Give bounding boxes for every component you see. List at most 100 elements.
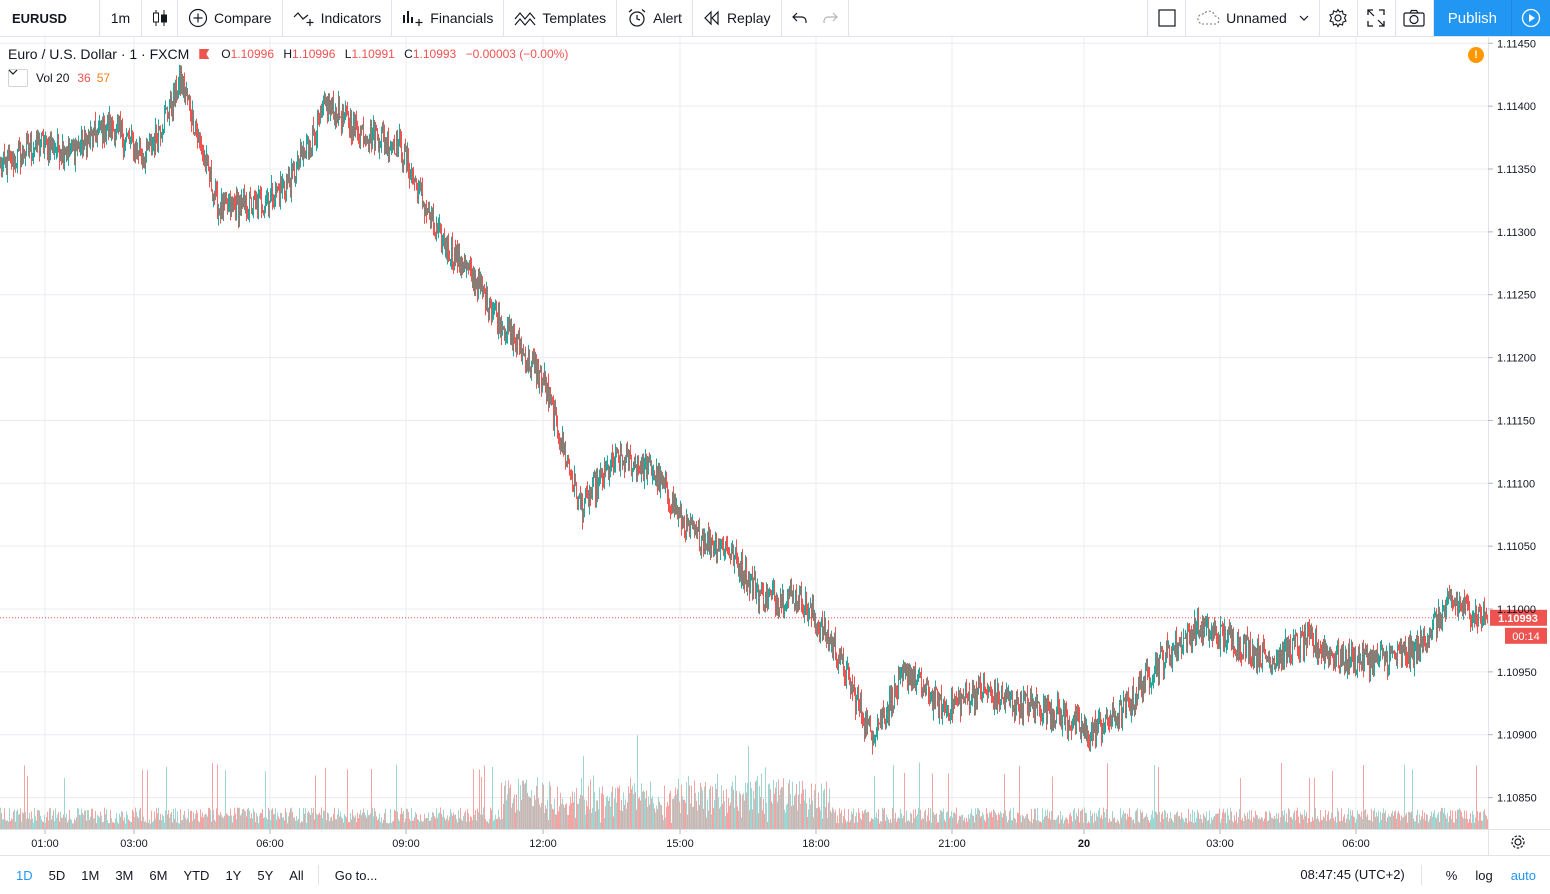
timezone-clock[interactable]: 08:47:45 (UTC+2) bbox=[1284, 865, 1422, 885]
snapshot-button[interactable] bbox=[1396, 0, 1434, 36]
layout-toggle-button[interactable] bbox=[1148, 0, 1187, 36]
time-tick-label: 06:00 bbox=[256, 838, 284, 850]
volume-bar bbox=[110, 809, 111, 829]
volume-bar bbox=[708, 810, 709, 829]
chart-type-button[interactable] bbox=[142, 0, 178, 36]
indicators-button[interactable]: Indicators bbox=[283, 0, 393, 36]
square-layout-icon bbox=[1157, 9, 1176, 27]
alert-button[interactable]: Alert bbox=[617, 0, 693, 36]
financials-button[interactable]: Financials bbox=[392, 0, 505, 36]
range-button-all[interactable]: All bbox=[289, 867, 304, 883]
volume-bar bbox=[659, 801, 660, 829]
volume-bar bbox=[710, 785, 711, 829]
volume-bar bbox=[1204, 815, 1205, 829]
volume-bar bbox=[202, 812, 203, 829]
volume-bar bbox=[521, 800, 522, 829]
volume-bar bbox=[739, 791, 740, 829]
volume-bar bbox=[1348, 808, 1349, 829]
volume-bar bbox=[718, 797, 719, 829]
templates-button[interactable]: Templates bbox=[504, 0, 618, 36]
volume-bar bbox=[1322, 819, 1323, 829]
range-button-5d[interactable]: 5D bbox=[48, 867, 66, 883]
interval-button[interactable]: 1m bbox=[100, 0, 142, 36]
range-button-6m[interactable]: 6M bbox=[149, 867, 168, 883]
volume-bar bbox=[1424, 812, 1425, 829]
volume-bar bbox=[120, 816, 121, 829]
log-toggle[interactable]: log bbox=[1475, 867, 1493, 883]
volume-bar bbox=[727, 812, 728, 829]
volume-bar bbox=[987, 813, 988, 829]
volume-bar bbox=[1044, 816, 1045, 829]
volume-bar bbox=[115, 818, 116, 829]
range-button-3m[interactable]: 3M bbox=[115, 867, 134, 883]
percent-toggle[interactable]: % bbox=[1445, 867, 1458, 883]
volume-bar bbox=[1012, 820, 1013, 829]
publish-button[interactable]: Publish bbox=[1433, 0, 1512, 36]
volume-bar bbox=[1449, 816, 1450, 829]
price-tick-label: 1.11000 bbox=[1497, 604, 1536, 616]
volume-bar bbox=[1213, 817, 1214, 829]
settings-button[interactable] bbox=[1320, 0, 1358, 36]
volume-bar bbox=[229, 815, 230, 829]
volume-bar bbox=[481, 777, 482, 829]
volume-bar bbox=[569, 805, 570, 829]
range-button-1m[interactable]: 1M bbox=[81, 867, 100, 883]
volume-bar bbox=[590, 779, 591, 829]
chart-pane[interactable]: 1.10993 00:14 1.11450 1.11400 1.11350 1.1130… bbox=[0, 37, 1550, 855]
volume-bar bbox=[614, 798, 615, 829]
replay-button[interactable]: Replay bbox=[693, 0, 782, 36]
volume-bar bbox=[1464, 810, 1465, 829]
redo-icon[interactable] bbox=[822, 11, 838, 25]
undo-icon[interactable] bbox=[791, 11, 808, 25]
range-button-1y[interactable]: 1Y bbox=[225, 867, 242, 883]
volume-bar bbox=[195, 813, 196, 829]
volume-bar bbox=[163, 816, 164, 829]
volume-bar bbox=[282, 817, 283, 829]
volume-bar bbox=[1276, 812, 1277, 829]
collapse-legend-button[interactable] bbox=[8, 69, 28, 87]
volume-bar bbox=[885, 820, 886, 829]
volume-bar bbox=[1233, 822, 1234, 829]
range-button-ytd[interactable]: YTD bbox=[183, 867, 210, 883]
volume-bar bbox=[435, 818, 436, 829]
volume-bar bbox=[319, 812, 320, 829]
range-button-1d[interactable]: 1D bbox=[16, 867, 33, 883]
volume-bar bbox=[678, 778, 679, 829]
volume-bar bbox=[1182, 817, 1183, 829]
volume-bar bbox=[774, 793, 775, 829]
volume-bar bbox=[1024, 818, 1025, 829]
volume-bar bbox=[27, 775, 28, 829]
publish-play-button[interactable] bbox=[1512, 0, 1550, 36]
volume-bar bbox=[1029, 820, 1030, 829]
volume-bar bbox=[1060, 811, 1061, 829]
volume-bar bbox=[1231, 811, 1232, 829]
volume-bar bbox=[522, 780, 523, 829]
volume-bar bbox=[551, 804, 552, 829]
volume-bar bbox=[446, 818, 447, 829]
warning-icon[interactable]: ! bbox=[1468, 47, 1484, 63]
goto-button[interactable]: Go to... bbox=[334, 867, 378, 883]
volume-bar bbox=[1457, 809, 1458, 829]
volume-bar bbox=[1188, 808, 1189, 829]
axis-settings-icon[interactable] bbox=[1511, 835, 1525, 849]
symbol-search-button[interactable]: EURUSD bbox=[0, 0, 100, 36]
range-button-5y[interactable]: 5Y bbox=[257, 867, 274, 883]
auto-toggle[interactable]: auto bbox=[1510, 867, 1536, 883]
volume-bar bbox=[720, 806, 721, 829]
volume-bar bbox=[1211, 817, 1212, 829]
fullscreen-button[interactable] bbox=[1358, 0, 1396, 36]
compare-button[interactable]: Compare bbox=[178, 0, 283, 36]
volume-bar bbox=[1291, 817, 1292, 829]
volume-bar bbox=[836, 822, 837, 829]
price-tick-label: 1.11050 bbox=[1497, 541, 1536, 553]
volume-bar bbox=[33, 822, 34, 829]
volume-bar bbox=[613, 816, 614, 829]
volume-bar bbox=[191, 810, 192, 829]
layout-name-button[interactable]: Unnamed bbox=[1186, 0, 1320, 36]
volume-bar bbox=[474, 814, 475, 829]
volume-bar bbox=[988, 817, 989, 829]
volume-bar bbox=[22, 812, 23, 829]
volume-bar bbox=[1470, 813, 1471, 829]
volume-bar bbox=[490, 807, 491, 829]
